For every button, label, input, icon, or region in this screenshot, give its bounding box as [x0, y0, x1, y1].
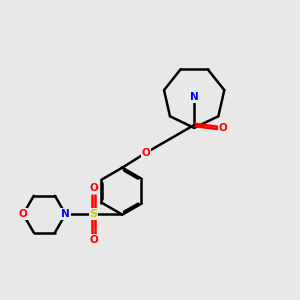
Text: O: O [19, 209, 28, 219]
Text: O: O [141, 148, 150, 158]
Text: O: O [90, 183, 98, 193]
Text: N: N [190, 92, 199, 102]
Text: O: O [90, 235, 98, 245]
Text: N: N [61, 209, 70, 219]
Text: O: O [219, 123, 228, 133]
Text: S: S [89, 209, 98, 219]
